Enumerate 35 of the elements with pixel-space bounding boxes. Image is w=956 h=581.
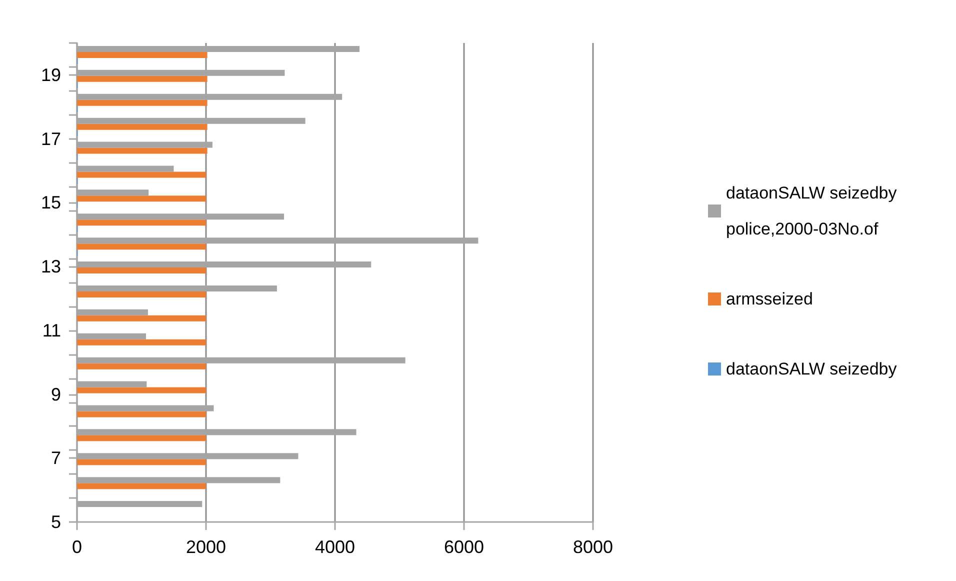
y-tick-label: 17: [40, 128, 61, 149]
y-tick-label: 11: [42, 320, 61, 340]
bar: [77, 148, 208, 154]
legend-label: dataonSALW seizedby: [726, 360, 898, 378]
y-tick-label: 15: [40, 192, 61, 213]
bar: [77, 435, 206, 442]
bar: [77, 52, 208, 58]
x-tick-label: 0: [72, 537, 82, 557]
bar: [77, 411, 206, 418]
bar: [77, 387, 206, 394]
x-tick-label: 4000: [314, 537, 356, 557]
bar: [77, 483, 206, 490]
legend-label: dataonSALW seizedby police,2000-03No.of: [726, 184, 902, 238]
x-tick-label: 8000: [572, 537, 614, 557]
y-tick-label: 13: [40, 256, 61, 277]
bar: [77, 196, 206, 202]
bar: [77, 291, 206, 298]
bar: [77, 315, 206, 322]
bar: [77, 124, 208, 130]
bar: [77, 363, 206, 370]
x-tick-label: 6000: [444, 537, 484, 557]
bar: [77, 220, 206, 226]
bar: [77, 172, 206, 178]
y-tick-label: 19: [40, 64, 61, 85]
bar: [77, 459, 206, 466]
bar: [77, 244, 206, 250]
bar: [77, 268, 206, 274]
legend-label: armsseized: [726, 290, 813, 308]
bar: [77, 100, 208, 106]
bar: [77, 339, 206, 346]
y-tick-label: 9: [50, 384, 61, 404]
y-tick-label: 5: [50, 512, 61, 532]
x-tick-label: 2000: [186, 537, 226, 557]
bar: [77, 76, 208, 82]
y-tick-label: 7: [50, 448, 61, 468]
